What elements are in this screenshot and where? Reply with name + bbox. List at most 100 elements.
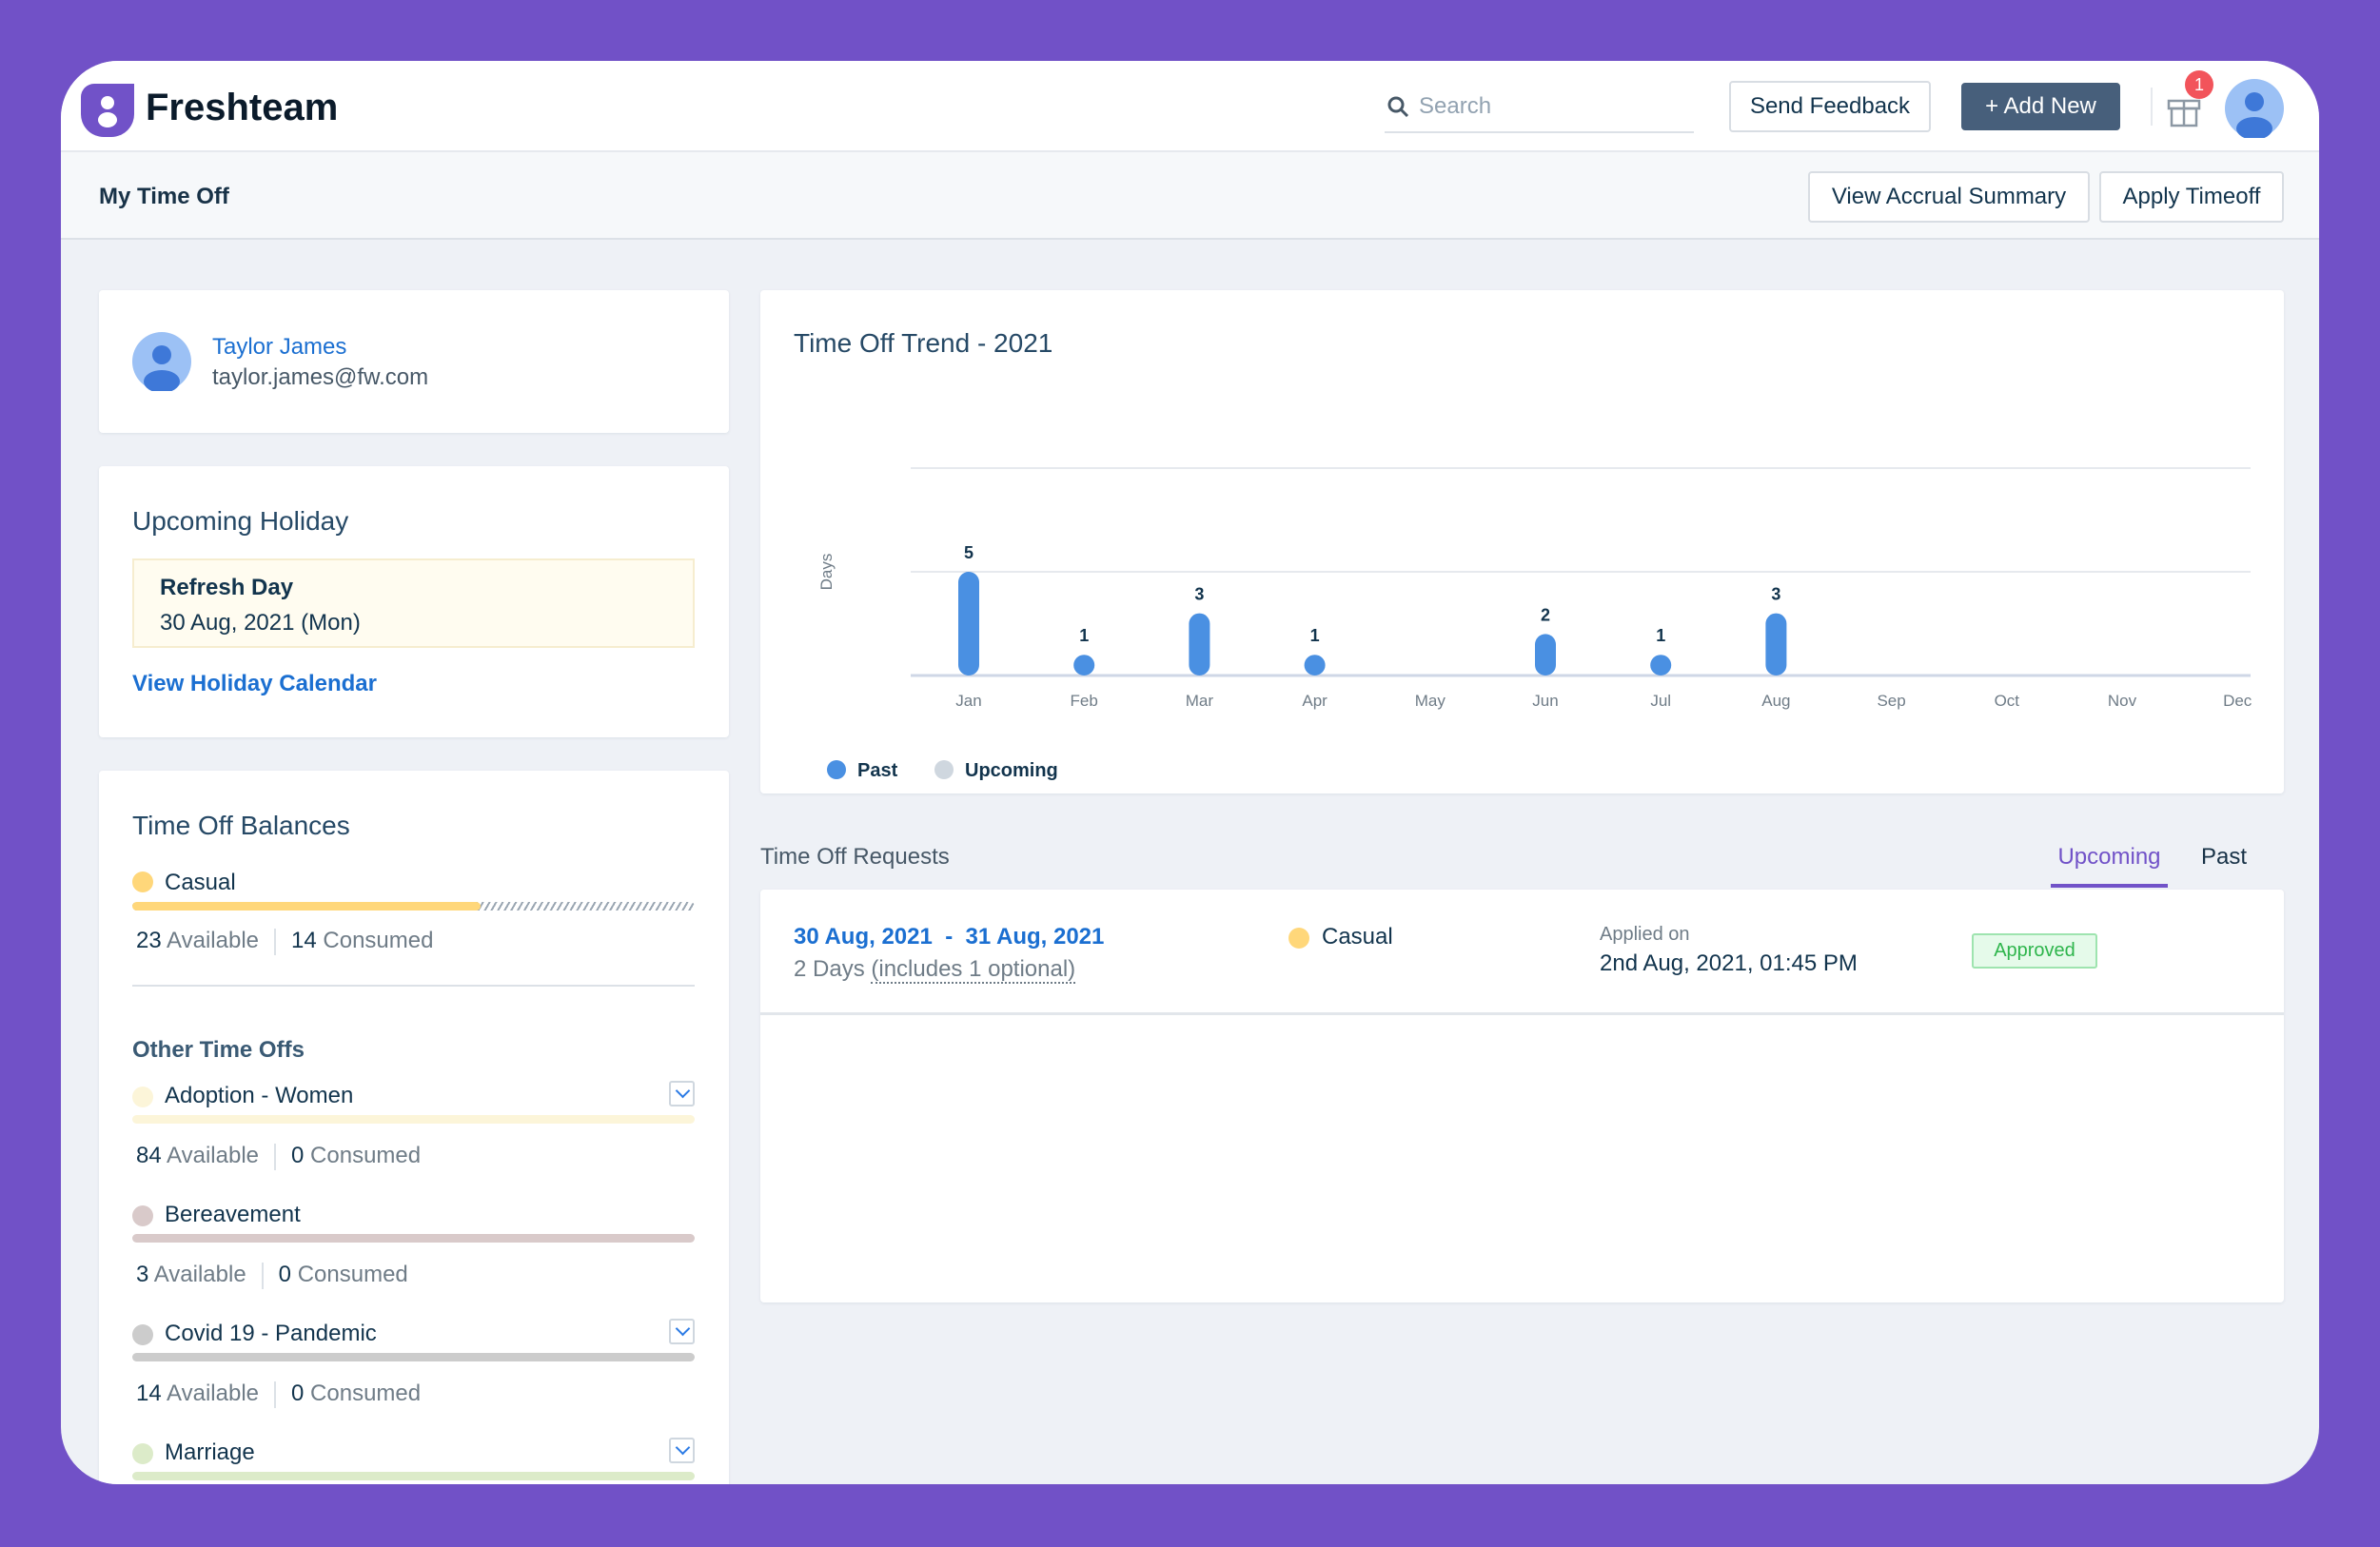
available-count: 23 xyxy=(136,928,162,953)
available-count: 14 xyxy=(136,1381,162,1406)
timeoff-balance-bar xyxy=(132,1472,695,1480)
view-holiday-calendar-link[interactable]: View Holiday Calendar xyxy=(132,671,377,696)
timeoff-color-dot xyxy=(132,1324,153,1345)
x-tick-label: Jan xyxy=(955,692,981,710)
data-label: 3 xyxy=(1194,585,1204,604)
timeoff-name: Covid 19 - Pandemic xyxy=(165,1321,377,1346)
profile-card: Taylor James taylor.james@fw.com xyxy=(99,290,729,433)
data-label: 3 xyxy=(1771,585,1780,604)
bar-aug xyxy=(1765,613,1787,676)
casual-color-dot xyxy=(132,871,153,892)
timeoff-name: Adoption - Women xyxy=(165,1083,354,1108)
request-type: Casual xyxy=(1322,924,1393,950)
top-header: Freshteam Search Send Feedback + Add New… xyxy=(61,61,2319,152)
bar-feb xyxy=(1073,655,1095,676)
available-label: Available xyxy=(167,1143,260,1168)
bar-jul xyxy=(1650,655,1672,676)
x-tick-label: May xyxy=(1415,692,1446,710)
consumed-count: 0 xyxy=(291,1143,305,1168)
available-count: 84 xyxy=(136,1143,162,1168)
consumed-count: 0 xyxy=(291,1381,305,1406)
legend-dot-upcoming xyxy=(934,760,954,779)
request-row[interactable]: 30 Aug, 2021 - 31 Aug, 2021 2 Days (incl… xyxy=(760,890,2284,1015)
status-badge: Approved xyxy=(1972,933,2097,969)
data-label: 1 xyxy=(1656,626,1665,645)
timeoff-balance-bar xyxy=(132,1353,695,1361)
divider xyxy=(132,985,695,987)
consumed-label: Consumed xyxy=(310,1381,422,1406)
x-tick-label: Oct xyxy=(1995,692,2020,710)
search-placeholder: Search xyxy=(1419,93,1492,119)
holiday-name: Refresh Day xyxy=(160,575,294,600)
profile-name[interactable]: Taylor James xyxy=(212,334,347,360)
other-time-offs-title: Other Time Offs xyxy=(132,1037,305,1063)
user-avatar[interactable] xyxy=(2225,79,2284,138)
legend-label: Upcoming xyxy=(965,760,1058,781)
timeoff-stats: 3 Available 0 Consumed xyxy=(136,1262,408,1289)
casual-balance-bar xyxy=(132,902,695,911)
timeoff-name: Bereavement xyxy=(165,1202,301,1227)
balances-title: Time Off Balances xyxy=(132,811,350,840)
notification-badge: 1 xyxy=(2185,70,2213,99)
profile-email: taylor.james@fw.com xyxy=(212,364,429,390)
bar-mar xyxy=(1189,613,1210,676)
applied-on-label: Applied on xyxy=(1600,924,1690,945)
send-feedback-button[interactable]: Send Feedback xyxy=(1729,81,1931,132)
data-label: 1 xyxy=(1079,626,1089,645)
timeoff-balance-bar xyxy=(132,1234,695,1243)
timeoff-color-dot xyxy=(132,1087,153,1107)
request-date-range[interactable]: 30 Aug, 2021 - 31 Aug, 2021 xyxy=(794,924,1105,950)
data-label: 2 xyxy=(1541,605,1550,624)
x-tick-label: Feb xyxy=(1071,692,1098,710)
timeoff-balance-bar xyxy=(132,1115,695,1124)
x-tick-label: Jul xyxy=(1650,692,1671,710)
timeoff-stats: 84 Available 0 Consumed xyxy=(136,1143,421,1170)
consumed-count: 14 xyxy=(291,928,317,953)
tab-past[interactable]: Past xyxy=(2201,844,2248,870)
holiday-date: 30 Aug, 2021 (Mon) xyxy=(160,610,361,636)
requests-title: Time Off Requests xyxy=(760,844,950,870)
available-label: Available xyxy=(153,1262,246,1287)
tab-upcoming[interactable]: Upcoming xyxy=(2051,844,2168,888)
time-off-trend-chart: Days Jan 5 Feb 1 Mar 3 Apr 1 May Jun 2 Jul 1 Aug 3 Sep Oc… xyxy=(817,467,2252,781)
optional-info[interactable]: (includes 1 optional) xyxy=(871,956,1076,984)
bar-jan xyxy=(958,572,979,676)
x-tick-label: Sep xyxy=(1877,692,1905,710)
timeoff-color-dot xyxy=(132,1443,153,1464)
available-label: Available xyxy=(167,1381,260,1406)
view-accrual-summary-button[interactable]: View Accrual Summary xyxy=(1808,171,2090,223)
add-new-button[interactable]: + Add New xyxy=(1961,83,2120,130)
legend-label: Past xyxy=(857,760,898,781)
casual-color-dot xyxy=(1288,928,1309,949)
chevron-down-icon[interactable] xyxy=(669,1081,695,1106)
x-tick-label: Aug xyxy=(1761,692,1790,710)
x-tick-label: Mar xyxy=(1186,692,1214,710)
search-input[interactable]: Search xyxy=(1385,88,1694,133)
time-off-trend-card: Time Off Trend - 2021 Days Jan 5 Feb 1 Mar 3 Ap… xyxy=(760,290,2284,793)
time-off-balances-card: Time Off Balances Casual 23 Available 14 … xyxy=(99,771,729,1484)
bar-jun xyxy=(1535,634,1556,676)
apply-timeoff-button[interactable]: Apply Timeoff xyxy=(2099,171,2284,223)
x-tick-label: Jun xyxy=(1532,692,1558,710)
app-window: Freshteam Search Send Feedback + Add New… xyxy=(61,61,2319,1484)
timeoff-color-dot xyxy=(132,1205,153,1226)
chevron-down-icon[interactable] xyxy=(669,1438,695,1463)
holiday-box: Refresh Day 30 Aug, 2021 (Mon) xyxy=(132,558,695,648)
available-label: Available xyxy=(167,928,260,953)
search-icon xyxy=(1387,96,1409,118)
consumed-label: Consumed xyxy=(310,1143,422,1168)
profile-avatar xyxy=(132,332,191,391)
chevron-down-icon[interactable] xyxy=(669,1319,695,1344)
timeoff-name: Marriage xyxy=(165,1439,255,1465)
page-title: My Time Off xyxy=(99,184,229,209)
x-tick-label: Dec xyxy=(2223,692,2252,710)
divider xyxy=(2151,88,2153,126)
casual-name: Casual xyxy=(165,870,236,895)
upcoming-holiday-card: Upcoming Holiday Refresh Day 30 Aug, 202… xyxy=(99,466,729,737)
chart-title: Time Off Trend - 2021 xyxy=(794,328,1053,358)
x-tick-label: Apr xyxy=(1302,692,1328,710)
freshteam-logo-icon xyxy=(81,84,134,137)
requests-card: 30 Aug, 2021 - 31 Aug, 2021 2 Days (incl… xyxy=(760,890,2284,1302)
data-label: 1 xyxy=(1310,626,1320,645)
gift-icon[interactable] xyxy=(2166,89,2202,127)
